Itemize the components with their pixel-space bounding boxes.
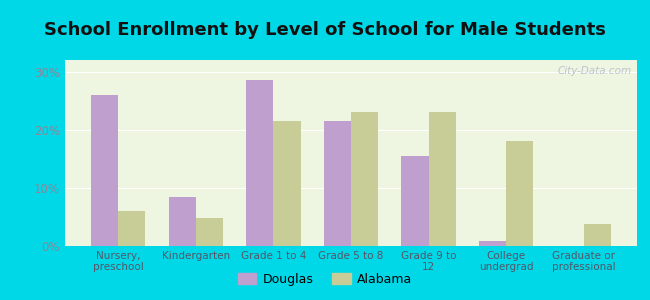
Bar [351, 112, 378, 246]
Text: City-Data.com: City-Data.com [557, 66, 631, 76]
Bar [118, 211, 146, 246]
Bar [584, 224, 611, 246]
Text: School Enrollment by Level of School for Male Students: School Enrollment by Level of School for… [44, 21, 606, 39]
Bar [506, 141, 534, 246]
Bar [402, 156, 428, 246]
Bar [168, 196, 196, 246]
Bar [274, 121, 300, 246]
Bar [91, 95, 118, 246]
Bar [479, 241, 506, 246]
Bar [196, 218, 223, 246]
Bar [324, 121, 351, 246]
Bar [246, 80, 274, 246]
Bar [428, 112, 456, 246]
Legend: Douglas, Alabama: Douglas, Alabama [233, 268, 417, 291]
